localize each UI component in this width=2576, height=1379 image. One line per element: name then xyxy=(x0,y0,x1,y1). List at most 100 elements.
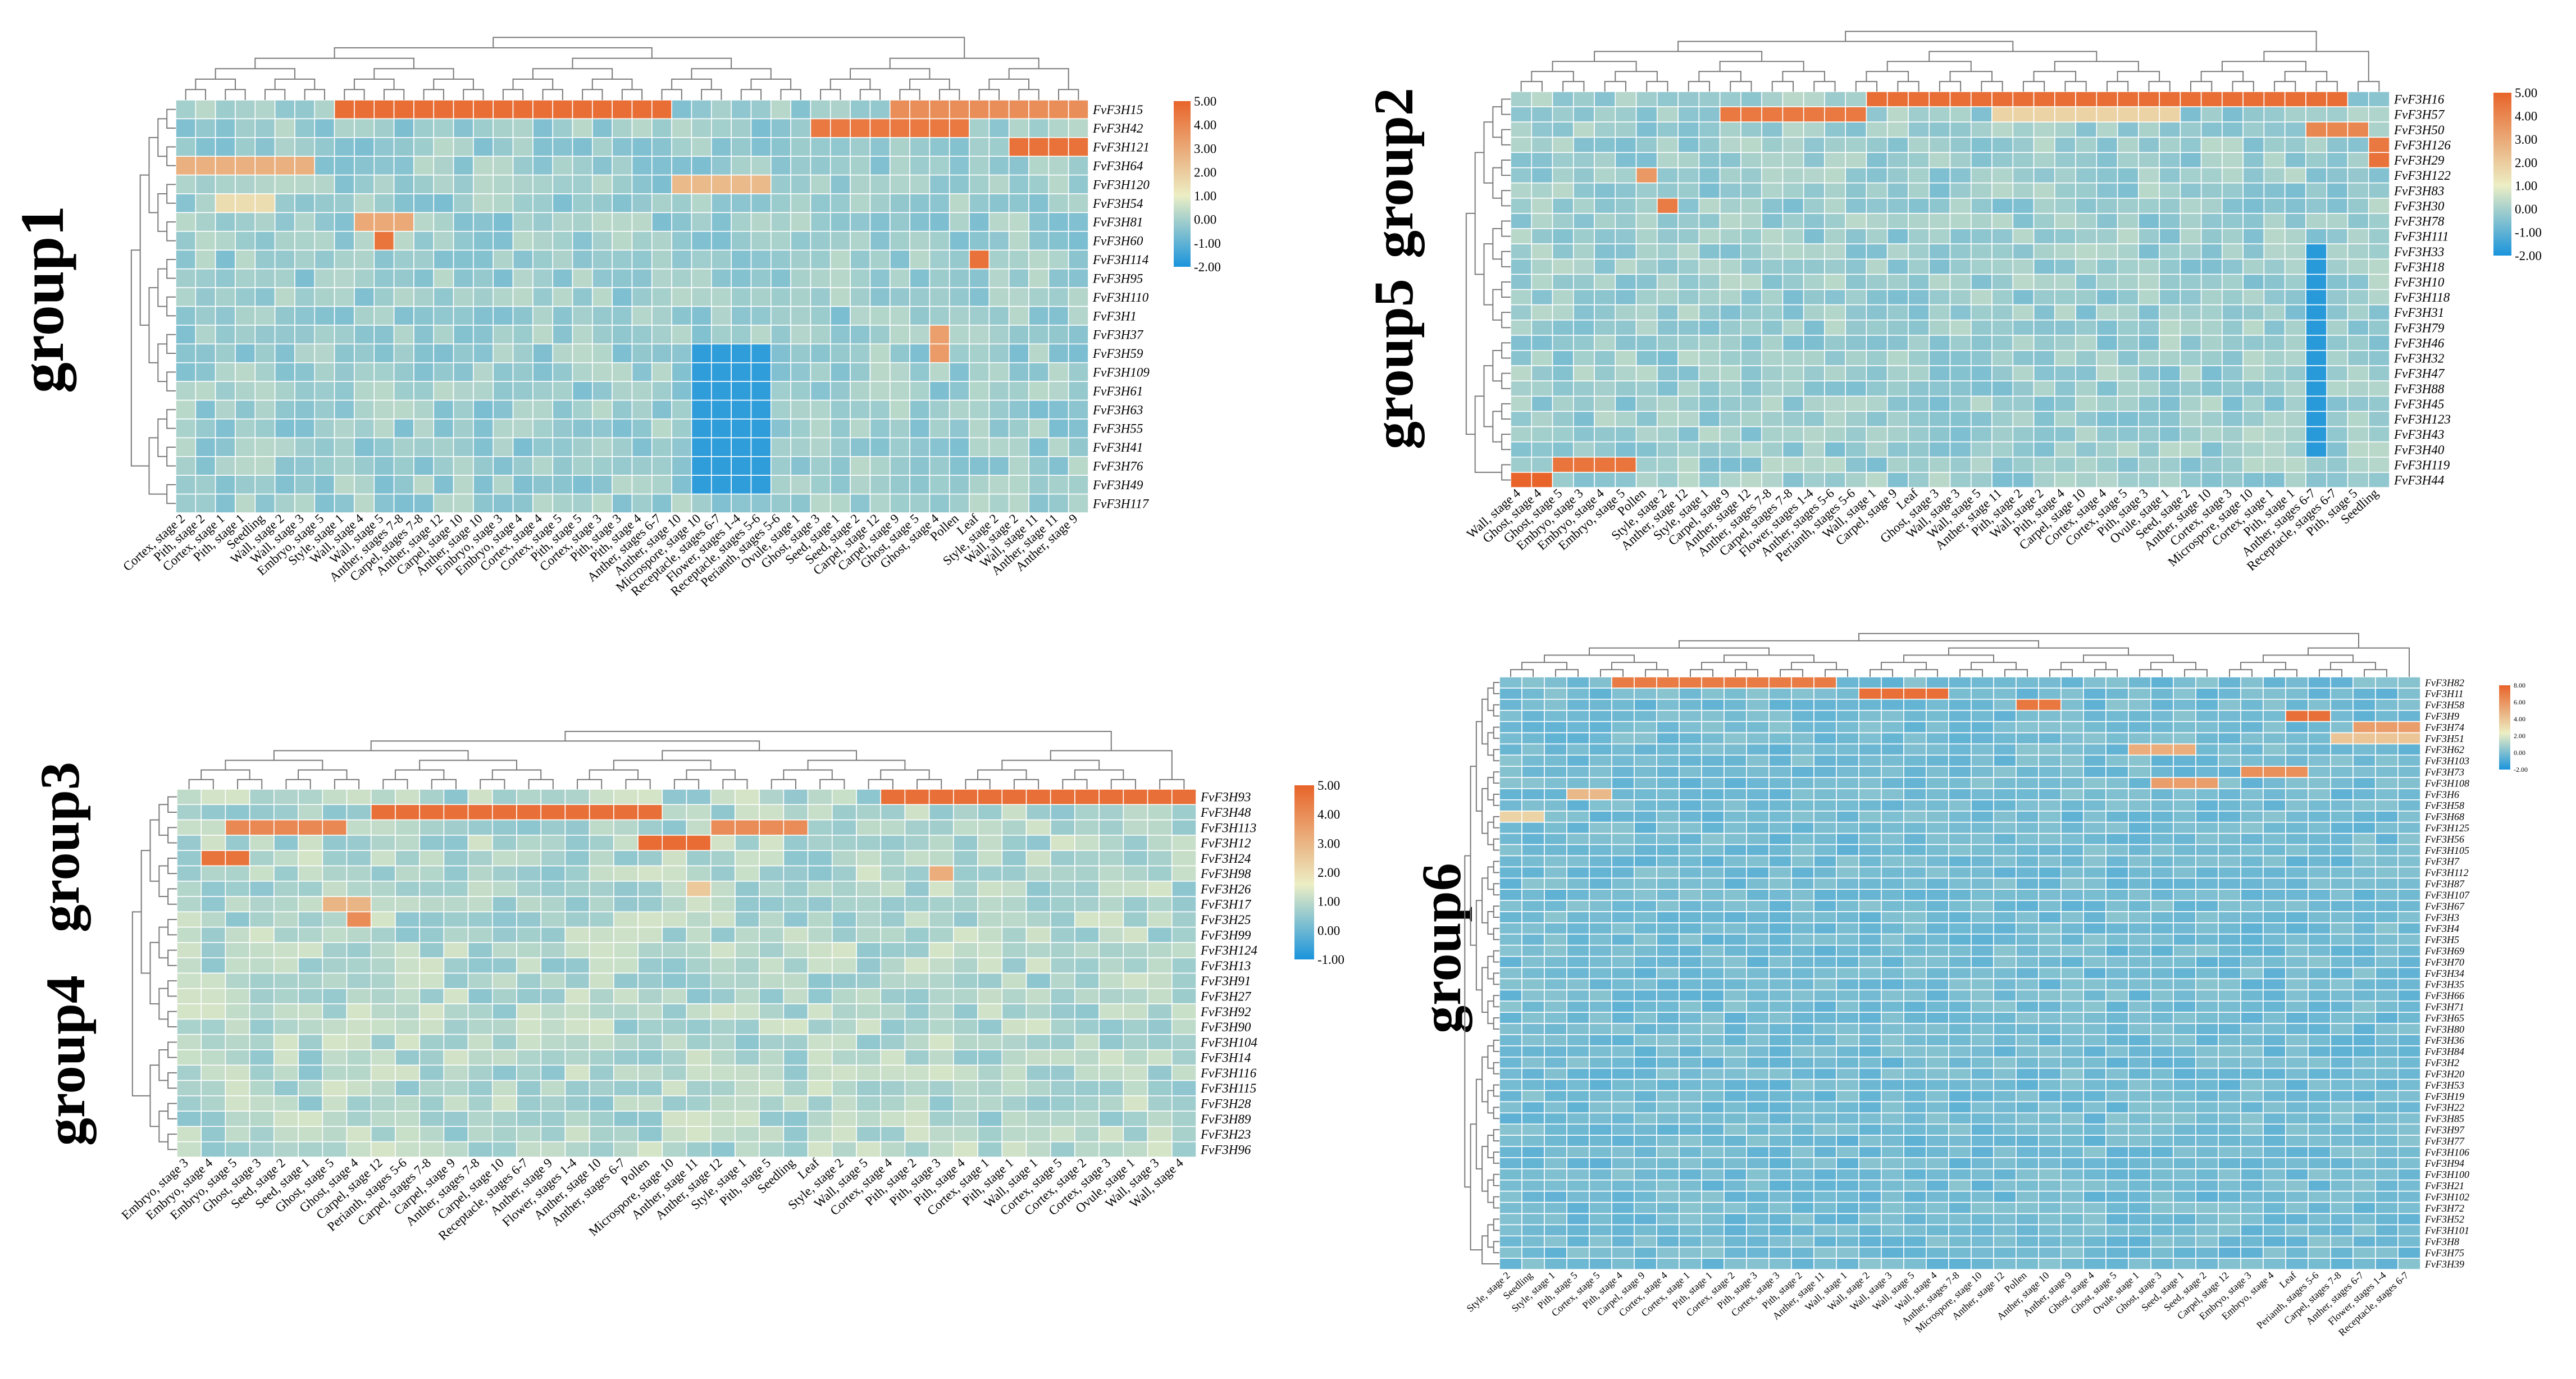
heatmap-cell xyxy=(370,804,396,821)
heatmap-cell xyxy=(215,362,236,382)
heatmap-cell xyxy=(314,325,335,345)
heatmap-cell xyxy=(904,1018,930,1035)
heatmap-cell xyxy=(195,306,216,326)
heatmap-cell xyxy=(2195,721,2219,734)
heatmap-cell xyxy=(564,865,590,882)
heatmap-cell xyxy=(691,493,712,513)
heatmap-cell xyxy=(1050,1141,1075,1158)
heatmap-cell xyxy=(2263,877,2286,890)
heatmap-cell xyxy=(2200,152,2223,169)
heatmap-cell xyxy=(1971,911,1994,923)
heatmap-cell xyxy=(1171,942,1197,959)
heatmap-cell xyxy=(856,819,882,836)
heatmap-cell xyxy=(1521,832,1545,845)
heatmap-cell xyxy=(1566,721,1590,734)
heatmap-cell xyxy=(662,819,687,836)
heatmap-cell xyxy=(2159,121,2181,138)
heatmap-cell xyxy=(969,118,990,138)
heatmap-cell xyxy=(1768,1034,1792,1046)
heatmap-cell xyxy=(2375,721,2399,734)
heatmap-cell xyxy=(850,212,871,232)
heatmap-cell xyxy=(929,137,950,157)
heatmap-cell xyxy=(2195,777,2219,789)
heatmap-cell xyxy=(322,957,348,974)
heatmap-cell xyxy=(1970,350,1993,366)
heatmap-cell xyxy=(215,249,236,270)
heatmap-cell xyxy=(686,850,712,867)
heatmap-cell xyxy=(1993,1000,2017,1013)
group-label-group3: group3 xyxy=(29,762,91,932)
heatmap-cell xyxy=(1499,721,1522,734)
heatmap-cell xyxy=(2200,243,2223,260)
heatmap-cell xyxy=(200,957,226,974)
heatmap-cell xyxy=(1836,866,1859,879)
heatmap-cell xyxy=(540,1080,566,1096)
heatmap-cell xyxy=(637,1064,663,1081)
heatmap-cell xyxy=(1499,900,1522,912)
heatmap-cell xyxy=(433,362,454,382)
heatmap-cell xyxy=(810,493,831,513)
heatmap-cell xyxy=(2173,1045,2196,1058)
heatmap-cell xyxy=(1025,911,1051,928)
heatmap-cell xyxy=(273,942,299,959)
heatmap-cell xyxy=(1147,972,1173,989)
heatmap-cell xyxy=(770,399,791,420)
heatmap-cell xyxy=(322,850,348,867)
heatmap-cell xyxy=(1719,304,1741,321)
heatmap-cell xyxy=(1123,1049,1148,1066)
heatmap-cell xyxy=(2397,889,2421,901)
heatmap-cell xyxy=(2222,289,2244,306)
heatmap-cell xyxy=(467,1064,493,1081)
heatmap-cell xyxy=(671,306,692,326)
heatmap-cell xyxy=(2305,395,2328,412)
heatmap-cell xyxy=(1074,1049,1100,1066)
heatmap-cell xyxy=(1740,426,1762,443)
heatmap-cell xyxy=(493,193,514,213)
heatmap-cell xyxy=(1656,955,1680,968)
heatmap-cell xyxy=(1123,926,1148,943)
heatmap-cell xyxy=(928,819,954,836)
heatmap-cell xyxy=(2054,274,2076,290)
heatmap-cell xyxy=(552,343,573,363)
heatmap-cell xyxy=(1679,900,1702,912)
heatmap-cell xyxy=(1768,900,1792,912)
heatmap-cell xyxy=(354,156,375,176)
heatmap-cell xyxy=(2180,350,2202,366)
heatmap-cell xyxy=(1993,889,2017,901)
heatmap-cell xyxy=(1949,198,1972,214)
heatmap-cell xyxy=(2173,855,2196,868)
heatmap-cell xyxy=(1824,335,1846,351)
heatmap-cell xyxy=(1971,967,1994,980)
heatmap-cell xyxy=(1970,136,1993,153)
heatmap-cell xyxy=(2096,304,2118,321)
heatmap-cell xyxy=(2368,258,2390,275)
heatmap-cell xyxy=(1611,754,1635,767)
heatmap-cell xyxy=(589,804,614,821)
heatmap-cell xyxy=(2330,989,2354,1002)
heatmap-cell xyxy=(1761,167,1784,184)
heatmap-cell xyxy=(880,880,906,897)
heatmap-cell xyxy=(1803,91,1825,107)
heatmap-cell xyxy=(1948,967,1972,980)
heatmap-cell xyxy=(2060,1056,2084,1069)
heatmap-cell xyxy=(731,156,752,176)
heatmap-cell xyxy=(273,865,299,882)
heatmap-cell xyxy=(1949,91,1972,107)
heatmap-cell xyxy=(393,418,414,439)
heatmap-cell xyxy=(2117,136,2139,153)
heatmap-cell xyxy=(322,911,348,928)
heatmap-cell xyxy=(532,156,553,176)
heatmap-cell xyxy=(2240,889,2264,901)
heatmap-cell xyxy=(254,362,276,382)
heatmap-cell xyxy=(2033,441,2055,458)
heatmap-cell xyxy=(1701,955,1725,968)
heatmap-cell xyxy=(1572,198,1595,214)
heatmap-cell xyxy=(735,1095,760,1112)
heatmap-cell xyxy=(1679,1045,1702,1058)
heatmap-cell xyxy=(2083,978,2107,991)
heatmap-cell xyxy=(491,1003,517,1020)
heatmap-cell xyxy=(2326,136,2349,153)
dendrogram-branch xyxy=(1520,81,1543,92)
heatmap-cell xyxy=(1926,788,1949,800)
dendrogram-branch xyxy=(166,296,176,317)
